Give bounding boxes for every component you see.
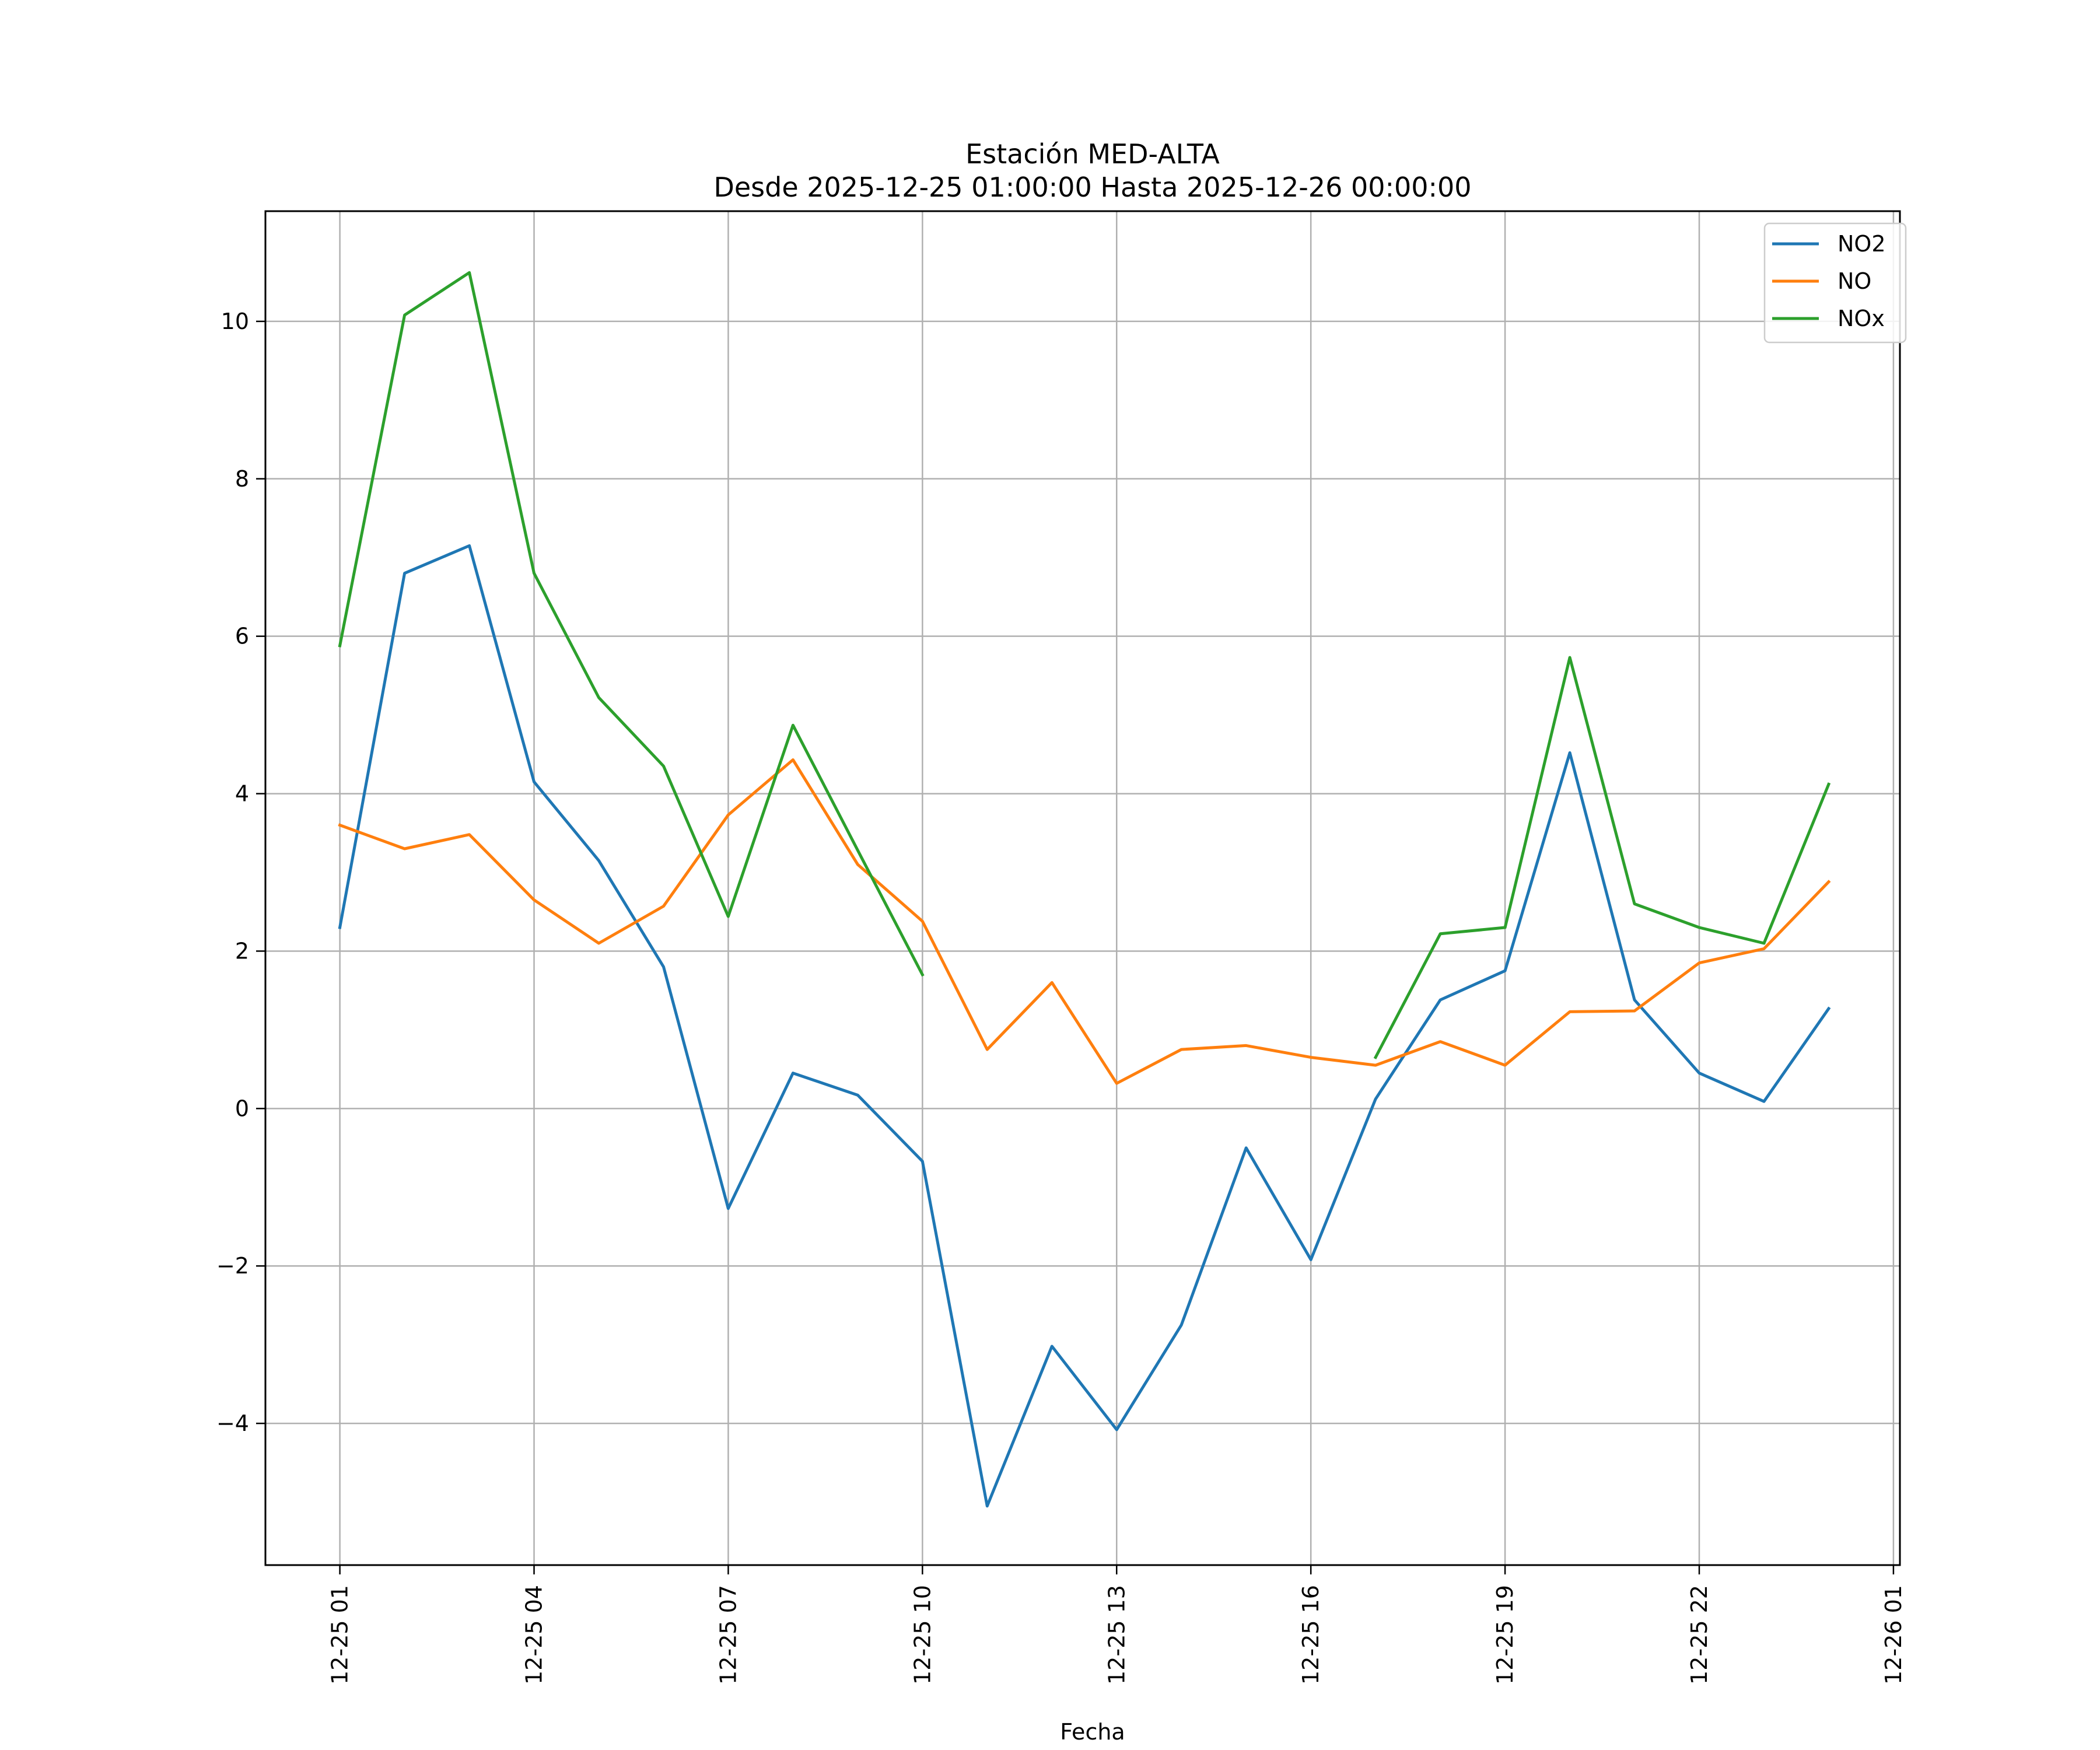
y-tick-label: −2 [216, 1253, 249, 1279]
axis-ticks: 12-25 01 12-25 04 12-25 07 12-25 10 12-25 13… [216, 309, 1906, 1685]
x-tick-label: 12-25 04 [522, 1585, 547, 1685]
x-tick-label: 12-25 10 [909, 1585, 935, 1685]
plot-area-frame [264, 210, 1901, 1566]
y-tick-label: 2 [235, 938, 249, 964]
y-tick-label: 0 [235, 1096, 249, 1121]
y-tick-label: −4 [216, 1410, 249, 1436]
series-line-no2 [338, 544, 1831, 1508]
y-tick-label: 6 [235, 624, 249, 649]
grid [265, 211, 1900, 1565]
x-axis-label: Fecha [1060, 1719, 1125, 1745]
x-tick-label: 12-25 07 [715, 1585, 741, 1685]
series-lines [338, 271, 1831, 1508]
legend-label-nox: NOx [1838, 306, 1885, 331]
x-tick-label: 12-26 01 [1881, 1585, 1906, 1685]
y-tick-label: 10 [221, 309, 249, 334]
y-tick-label: 8 [235, 466, 249, 492]
legend-box [1763, 222, 1907, 344]
legend-label-no2: NO2 [1838, 231, 1886, 257]
x-tick-label: 12-25 19 [1492, 1585, 1518, 1685]
legend: NO2 NO NOx [1763, 222, 1907, 344]
legend-label-no: NO [1838, 268, 1871, 294]
x-tick-label: 12-25 01 [327, 1585, 353, 1685]
series-line-no [338, 758, 1831, 1085]
x-tick-label: 12-25 22 [1686, 1585, 1712, 1685]
series-line-nox [338, 271, 1831, 1059]
y-tick-label: 4 [235, 781, 249, 807]
x-tick-label: 12-25 16 [1298, 1585, 1324, 1685]
x-tick-label: 12-25 13 [1104, 1585, 1129, 1685]
chart-subtitle: Desde 2025-12-25 01:00:00 Hasta 2025-12-… [713, 172, 1471, 203]
chart-title: Estación MED-ALTA [965, 138, 1220, 170]
